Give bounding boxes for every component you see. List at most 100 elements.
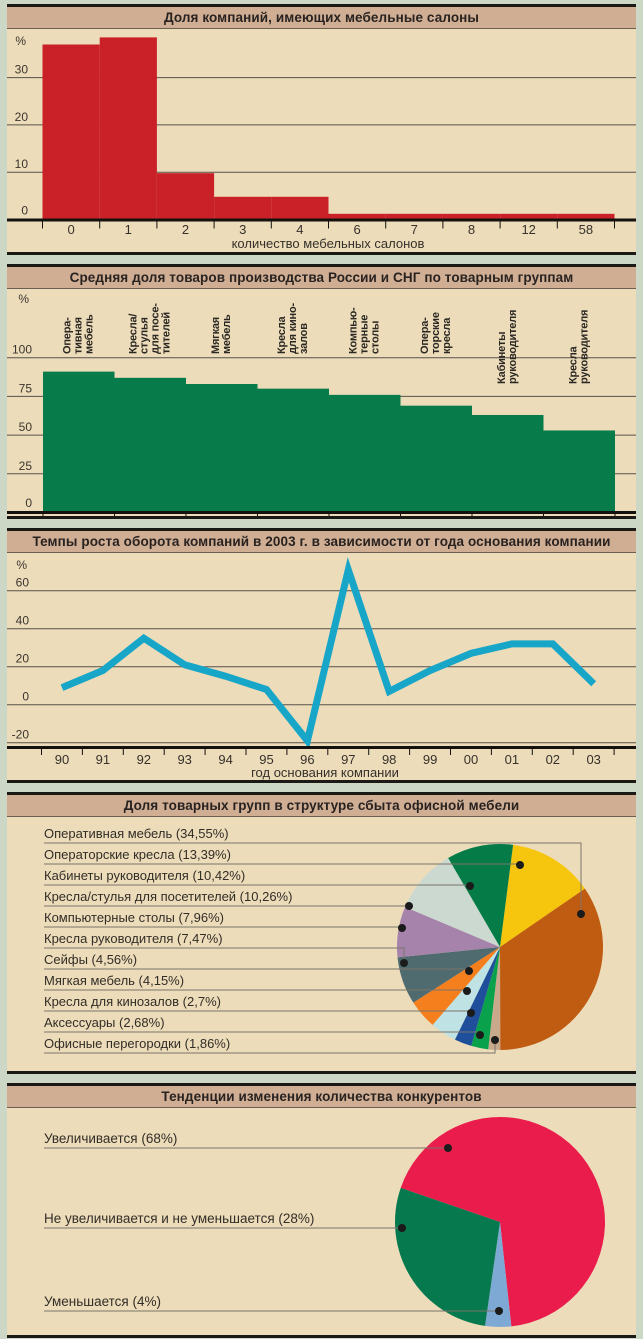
legend-label: Офисные перегородки (1,86%) (44, 1036, 230, 1051)
svg-text:01: 01 (505, 752, 519, 767)
pie-slice (454, 947, 500, 1046)
rotated-category-label: Кабинетыруководителя (496, 310, 519, 384)
rotated-category-label: Опера-тивнаямебель (61, 314, 95, 354)
callout-dot (398, 1224, 406, 1232)
leader-line (44, 926, 403, 928)
legend-label: Мягкая мебель (4,15%) (44, 973, 184, 988)
legend-label: Кресла/стулья для посетителей (10,26%) (44, 889, 292, 904)
svg-text:%: % (16, 558, 27, 572)
callout-dot (466, 882, 474, 890)
leader-line (44, 1031, 481, 1035)
product-groups-svg: % 100 75 50 25 0 Опера-тивнаямебель Кресла/стул… (7, 292, 636, 516)
callout-dot (467, 1009, 475, 1017)
chart3-svg: Оперативная мебель (34,55%) Операторские … (44, 826, 603, 1054)
svg-text:4: 4 (296, 222, 303, 237)
panel-product-groups-share: Средняя доля товаров производства России… (7, 264, 636, 519)
panel-title-band: Доля товарных групп в структуре сбыта оф… (7, 795, 636, 817)
leader-line (44, 884, 471, 886)
panel-title-band: Тенденции изменения количества конкурент… (7, 1086, 636, 1108)
panel-title: Тенденции изменения количества конкурент… (161, 1089, 482, 1104)
panel-title: Доля товарных групп в структуре сбыта оф… (123, 798, 520, 813)
legend-label: Уменьшается (4%) (44, 1294, 161, 1309)
svg-text:2: 2 (182, 222, 189, 237)
legend-label: Оперативная мебель (34,55%) (44, 826, 229, 841)
rotated-category-label: Кресладля кино-залов (276, 303, 310, 354)
svg-text:75: 75 (19, 381, 33, 395)
svg-text:97: 97 (341, 752, 355, 767)
svg-text:%: % (15, 34, 26, 48)
svg-text:98: 98 (382, 752, 396, 767)
svg-text:99: 99 (423, 752, 437, 767)
leader-line (44, 1010, 472, 1013)
legend-label: Компьютерные столы (7,96%) (44, 910, 224, 925)
rotated-category-label: Компью-терныестолы (347, 307, 381, 354)
svg-text:91: 91 (96, 752, 110, 767)
step-bars (43, 371, 615, 514)
leader-line (44, 842, 582, 914)
growth-line (60, 557, 597, 749)
svg-text:94: 94 (218, 752, 232, 767)
svg-text:95: 95 (259, 752, 273, 767)
svg-text:93: 93 (177, 752, 191, 767)
pie-slice (471, 947, 500, 1050)
panel-growth-rate: Темпы роста оборота компаний в 2003 г. в… (7, 528, 636, 783)
svg-text:год основания компании: год основания компании (251, 765, 399, 780)
leader-line (44, 1040, 496, 1054)
svg-text:%: % (18, 292, 29, 306)
callout-dot (491, 1036, 499, 1044)
svg-text:90: 90 (55, 752, 69, 767)
svg-text:8: 8 (468, 222, 475, 237)
svg-text:0: 0 (67, 222, 74, 237)
pie-slice (397, 947, 500, 1003)
panel-competitors-trend: Тенденции изменения количества конкурент… (7, 1083, 636, 1338)
callout-dot (516, 861, 524, 869)
svg-text:0: 0 (21, 204, 28, 218)
legend-label: Не увеличивается и не уменьшается (28%) (44, 1211, 314, 1226)
pie-slice (413, 947, 500, 1025)
svg-text:0: 0 (25, 496, 32, 510)
panel-title: Средняя доля товаров производства России… (69, 270, 574, 285)
pie-slice (485, 1222, 512, 1328)
svg-text:40: 40 (16, 614, 30, 628)
legend-label: Кресла для кинозалов (2,7%) (44, 994, 221, 1009)
callout-dot (577, 910, 585, 918)
chart4-svg: Увеличивается (68%) Не увеличивается и не… (44, 1117, 605, 1328)
rotated-category-label: Кресларуководителя (567, 310, 590, 384)
x-axis (7, 746, 636, 749)
callout-dot (495, 1307, 503, 1315)
svg-text:96: 96 (300, 752, 314, 767)
pie-slice (500, 844, 585, 947)
svg-text:0: 0 (22, 690, 29, 704)
svg-text:60: 60 (16, 576, 30, 590)
svg-text:количество мебельных салонов: количество мебельных салонов (232, 236, 425, 251)
svg-text:7: 7 (411, 222, 418, 237)
pie-slice (405, 857, 500, 947)
panel-title: Темпы роста оборота компаний в 2003 г. в… (32, 534, 611, 549)
pie-slices (394, 1117, 605, 1328)
pie-slice (448, 843, 514, 947)
callout-dot (405, 902, 413, 910)
callout-dot (444, 1144, 452, 1152)
pie-slice (400, 1117, 605, 1327)
panel-sales-structure: Доля товарных групп в структуре сбыта оф… (7, 792, 636, 1074)
leader-line (44, 947, 405, 963)
panel-title-band: Доля компаний, имеющих мебельные салоны (7, 7, 636, 29)
svg-text:-20: -20 (12, 728, 30, 742)
svg-text:1: 1 (125, 222, 132, 237)
svg-text:58: 58 (579, 222, 593, 237)
growth-rate-svg: % 60 40 20 0 -20 90 91 92 93 94 95 96 97 98 99 00 01 02 03 г… (7, 557, 636, 780)
product-groups-bar-chart: % 100 75 50 25 0 Опера-тивнаямебель Кресла/стул… (7, 289, 636, 516)
rotated-category-label: Кресла/стульядля посе-тителей (127, 303, 172, 354)
panel-salons: Доля компаний, имеющих мебельные салоны … (7, 4, 636, 255)
legend-label: Сейфы (4,56%) (44, 952, 137, 967)
pie-slice (488, 947, 501, 1051)
svg-text:3: 3 (239, 222, 246, 237)
pie-slice (500, 888, 603, 1050)
competitors-trend-pie-chart: Увеличивается (68%) Не увеличивается и не… (7, 1108, 636, 1335)
pie-slice (394, 1187, 500, 1326)
pie-slice (397, 907, 500, 958)
legend-label: Кабинеты руководителя (10,42%) (44, 868, 245, 883)
legend-label: Операторские кресла (13,39%) (44, 847, 231, 862)
